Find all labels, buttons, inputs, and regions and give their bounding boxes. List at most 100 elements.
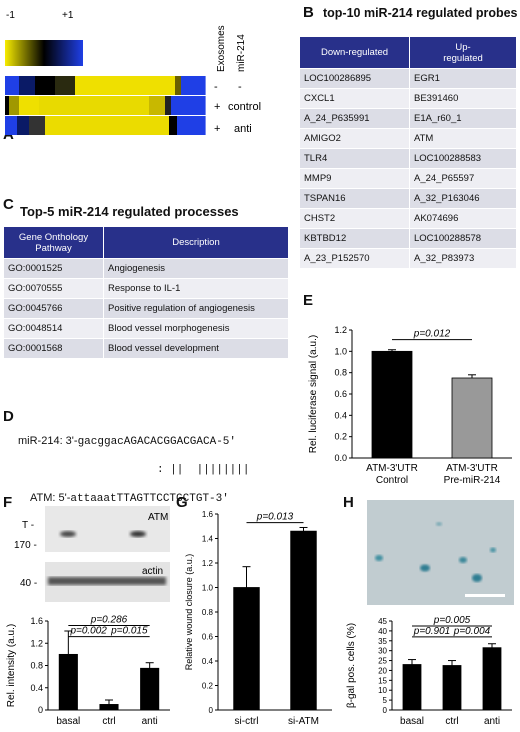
x-tick-label: ATM-3'UTR xyxy=(446,463,498,474)
y-tick-label: 0.2 xyxy=(334,432,347,442)
heatmap-row xyxy=(5,116,206,135)
x-tick-label: ctrl xyxy=(102,716,115,727)
atm-blot-strip xyxy=(45,506,170,552)
heatmap-cell xyxy=(9,96,20,115)
probe-row: CXCL1 BE391460 xyxy=(299,88,517,109)
chart-g: 0 0.2 0.4 0.6 0.8 1.0 1.2 1.4 1.6 Relative wound … xyxy=(184,510,332,727)
probes-header-down: Down-regulated xyxy=(299,36,410,69)
y-tick-label: 30 xyxy=(378,647,387,656)
y-tick-label: 0.8 xyxy=(30,661,43,671)
heatmap-row xyxy=(5,76,206,95)
heatmap-cell xyxy=(165,96,172,115)
x-tick-label: Control xyxy=(376,475,408,486)
bar xyxy=(482,647,502,711)
process-cell: Angiogenesis xyxy=(103,258,289,279)
panel-a-heatmap-figure: -1 +1 Exosomes miR-214 - - + control + a… xyxy=(5,10,261,135)
y-tick-label: 1.2 xyxy=(30,638,43,648)
y-tick-label: 0.2 xyxy=(202,682,214,691)
probe-cell: ATM xyxy=(409,128,517,149)
scale-max-label: +1 xyxy=(62,10,74,21)
y-axis-label: Rel. intensity (a.u.) xyxy=(6,624,17,707)
bar xyxy=(140,667,160,711)
probe-cell: LOC100286895 xyxy=(299,68,410,89)
y-tick-label: 0 xyxy=(209,706,214,715)
heatmap-cell xyxy=(175,76,182,95)
y-tick-label: 0.6 xyxy=(202,633,214,642)
process-cell: GO:0048514 xyxy=(3,318,104,339)
y-tick-label: 25 xyxy=(378,657,387,666)
bar xyxy=(290,530,317,711)
probe-cell: AK074696 xyxy=(409,208,517,229)
p-value-label: p=0.901 xyxy=(413,626,450,637)
y-tick-label: 35 xyxy=(378,637,387,646)
blot-marker-t: T - xyxy=(22,520,34,531)
probe-cell: A_24_P65597 xyxy=(409,168,517,189)
mir-seq-upper: AGACACGGACGACA xyxy=(123,436,217,448)
x-tick-label: anti xyxy=(142,716,158,727)
western-blot: T - 170 - 40 - ATM actin xyxy=(14,506,170,602)
y-tick-label: 45 xyxy=(378,617,387,626)
blot-label-atm: ATM xyxy=(148,512,168,523)
probe-cell: MMP9 xyxy=(299,168,410,189)
blot-marker-40: 40 - xyxy=(20,578,37,589)
panel-f-label: F xyxy=(3,494,13,511)
probe-cell: A_32_P83973 xyxy=(409,248,517,269)
row2-exo: + xyxy=(214,101,220,113)
probe-cell: TSPAN16 xyxy=(299,188,410,209)
atm-band-basal xyxy=(60,531,76,537)
bar xyxy=(99,704,119,711)
x-tick-label: anti xyxy=(484,716,500,727)
probe-row: CHST2 AK074696 xyxy=(299,208,517,229)
processes-header-description: Description xyxy=(103,226,289,259)
heatmap-cell xyxy=(19,76,36,95)
probe-cell: BE391460 xyxy=(409,88,517,109)
process-row: GO:0001568 Blood vessel development xyxy=(3,338,289,359)
atm-band-anti xyxy=(130,531,146,537)
heatmap-cell xyxy=(149,96,166,115)
heatmap-row xyxy=(5,96,206,115)
bar xyxy=(233,587,260,711)
y-tick-label: 0.8 xyxy=(334,368,347,378)
probe-cell: TLR4 xyxy=(299,148,410,169)
probe-cell: A_24_P635991 xyxy=(299,108,410,129)
panel-g-label: G xyxy=(176,494,188,511)
heatmap-cell xyxy=(169,116,178,135)
blot-marker-170: 170 - xyxy=(14,540,37,551)
process-cell: Blood vessel morphogenesis xyxy=(103,318,289,339)
probes-header-up: Up- regulated xyxy=(409,36,517,69)
probe-cell: KBTBD12 xyxy=(299,228,410,249)
chart-e: 0.0 0.2 0.4 0.6 0.8 1.0 1.2 Rel. luciferase sig… xyxy=(308,325,512,486)
y-tick-label: 0.4 xyxy=(334,410,347,420)
y-tick-label: 0 xyxy=(38,705,43,715)
exosomes-column-label: Exosomes xyxy=(216,25,227,72)
x-tick-label: si-ctrl xyxy=(235,716,259,727)
y-tick-label: 1.6 xyxy=(202,510,214,519)
probes-table: Down-regulated Up- regulated LOC10028689… xyxy=(299,36,517,269)
y-tick-label: 1.2 xyxy=(334,325,347,335)
x-tick-label: basal xyxy=(400,716,424,727)
sequence-alignment: miR-214: 3'-gacggacAGACACGGACGACA-5' : |… xyxy=(18,420,249,520)
y-tick-label: 10 xyxy=(378,686,387,695)
y-tick-label: 1.4 xyxy=(202,535,214,544)
processes-table: Gene Onthology Pathway Description GO:00… xyxy=(3,226,289,359)
panel-c-label: C xyxy=(3,196,14,213)
probe-row: TSPAN16 A_32_P163046 xyxy=(299,188,517,209)
atm-seq-upper: TTAGTTCCTGCTGT xyxy=(116,493,210,505)
y-axis-label: Relative wound closure (a.u.) xyxy=(184,554,194,671)
atm-suffix: -3' xyxy=(209,493,229,505)
probe-row: KBTBD12 LOC100288578 xyxy=(299,228,517,249)
probe-row: LOC100286895 EGR1 xyxy=(299,68,517,89)
probe-cell: A_32_P163046 xyxy=(409,188,517,209)
process-row: GO:0001525 Angiogenesis xyxy=(3,258,289,279)
heatmap-cell xyxy=(181,76,206,95)
p-value-label: p=0.012 xyxy=(413,329,451,340)
row3-exo: + xyxy=(214,123,220,135)
heatmap-color-scale xyxy=(5,40,83,66)
mir-seq-lower: gacggac xyxy=(77,436,124,448)
y-axis-label: β-gal pos. cells (%) xyxy=(346,623,357,708)
process-cell: Positive regulation of angiogenesis xyxy=(103,298,289,319)
row2-mir: control xyxy=(228,101,261,113)
process-row: GO:0048514 Blood vessel morphogenesis xyxy=(3,318,289,339)
bar xyxy=(58,653,78,711)
